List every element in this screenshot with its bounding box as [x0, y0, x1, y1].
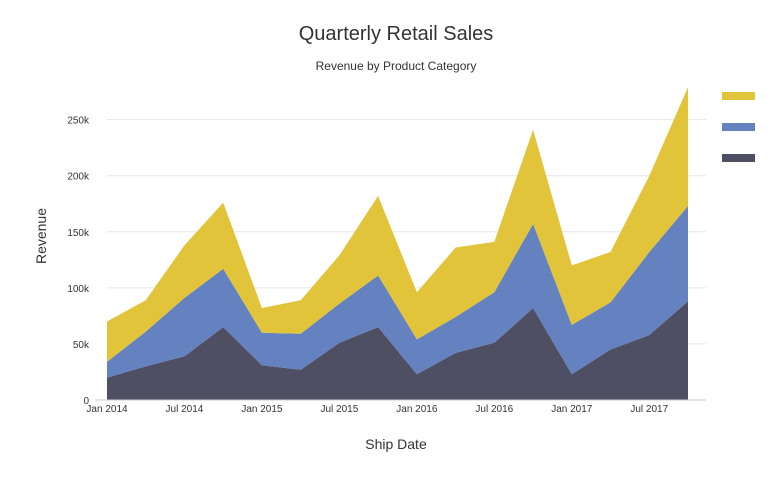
axes: 0 50k 100k 150k 200k 250k Jan 2014 Jul 2014 Jan … — [67, 116, 706, 415]
legend-swatch — [722, 154, 755, 162]
y-tick-label: 100k — [67, 284, 90, 295]
y-tick-label: 50k — [73, 340, 90, 351]
y-tick-label: 250k — [67, 116, 90, 127]
legend-swatch — [722, 92, 755, 100]
chart-subtitle: Revenue by Product Category — [316, 59, 477, 73]
x-tick-label: Jan 2014 — [86, 404, 128, 415]
y-axis-label: Revenue — [33, 208, 49, 264]
x-tick-label: Jan 2017 — [551, 404, 593, 415]
x-tick-label: Jan 2015 — [241, 404, 283, 415]
area-series — [107, 87, 688, 400]
y-tick-label: 0 — [83, 396, 89, 407]
x-tick-label: Jul 2017 — [630, 404, 668, 415]
legend-swatch — [722, 123, 755, 131]
area-series-2 — [107, 206, 688, 378]
area-series-3 — [107, 87, 688, 362]
x-tick-label: Jul 2014 — [166, 404, 204, 415]
area-series-1 — [107, 301, 688, 400]
x-tick-label: Jul 2016 — [475, 404, 513, 415]
x-tick-label: Jan 2016 — [396, 404, 438, 415]
x-axis-label: Ship Date — [365, 436, 427, 452]
y-tick-label: 150k — [67, 228, 90, 239]
legend — [722, 92, 755, 162]
chart-title: Quarterly Retail Sales — [299, 23, 494, 45]
x-tick-label: Jul 2015 — [320, 404, 358, 415]
y-tick-label: 200k — [67, 172, 90, 183]
